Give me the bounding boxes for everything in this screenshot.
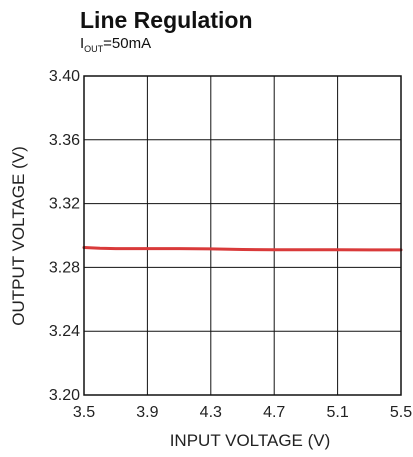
series-layer [84,248,401,250]
x-tick-label: 4.3 [200,404,222,421]
x-tick-label: 3.9 [136,404,158,421]
x-tick-label: 5.5 [390,404,412,421]
y-tick-label: 3.20 [49,387,80,404]
series-line [84,248,401,250]
y-tick-label: 3.32 [49,196,80,213]
x-tick-label: 5.1 [326,404,348,421]
y-axis-title: OUTPUT VOLTAGE (V) [9,146,28,325]
y-tick-label: 3.24 [49,323,80,340]
x-tick-label: 3.5 [73,404,95,421]
chart-title: Line Regulation [80,7,253,33]
x-tick-label: 4.7 [263,404,285,421]
x-axis-title: INPUT VOLTAGE (V) [170,431,331,450]
chart-subtitle: IOUT=50mA [80,35,151,54]
subtitle-suffix: =50mA [103,35,151,52]
subtitle-subscript: OUT [84,44,104,54]
grid-lines [84,76,401,395]
y-tick-label: 3.36 [49,132,80,149]
tick-labels: 3.5 3.9 4.3 4.7 5.1 5.5 3.40 3.36 3.32 3.28 3.24 3.… [49,68,412,421]
y-tick-label: 3.28 [49,259,80,276]
plot-frame [84,76,401,395]
y-tick-label: 3.40 [49,68,80,85]
